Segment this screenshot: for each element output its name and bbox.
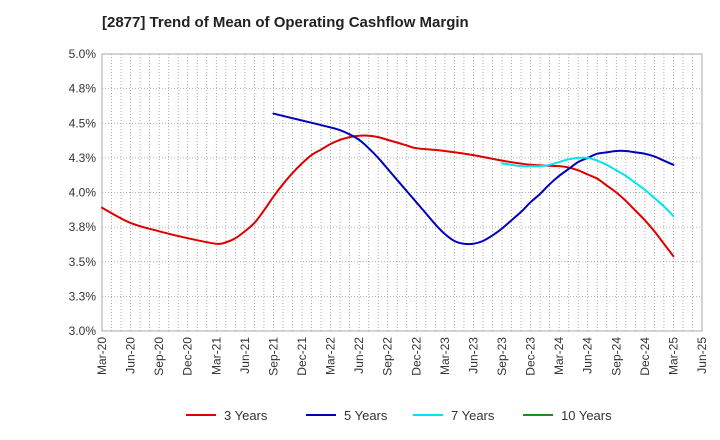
y-tick-label: 4.0% — [69, 186, 97, 200]
y-tick-label: 3.5% — [69, 255, 97, 269]
y-tick-label: 4.8% — [69, 82, 97, 96]
legend: 3 Years 5 Years 7 Years 10 Years — [186, 408, 612, 423]
y-axis-ticks: 3.0% 3.3% 3.5% 3.8% 4.0% 4.3% 4.5% 4.8% 5.0% — [69, 47, 97, 338]
x-tick-label: Mar-20 — [95, 337, 109, 375]
series-line-3-years — [101, 134, 675, 258]
series-line-5-years — [272, 112, 675, 246]
x-tick-label: Dec-24 — [638, 337, 652, 376]
legend-label: 3 Years — [224, 408, 268, 423]
x-axis-ticks: Mar-20 Jun-20 Sep-20 Dec-20 Mar-21 Jun-21 Sep-… — [95, 337, 709, 376]
y-tick-label: 3.0% — [69, 324, 97, 338]
series-line-7-years — [501, 156, 675, 218]
legend-label: 5 Years — [344, 408, 388, 423]
y-tick-label: 3.8% — [69, 220, 97, 234]
x-tick-label: Dec-20 — [181, 337, 195, 376]
legend-label: 10 Years — [561, 408, 612, 423]
x-tick-label: Sep-21 — [266, 337, 280, 376]
x-tick-label: Mar-25 — [666, 337, 680, 375]
x-tick-label: Sep-20 — [152, 337, 166, 376]
x-tick-label: Dec-23 — [524, 337, 538, 376]
y-tick-label: 4.5% — [69, 116, 97, 130]
x-tick-label: Jun-25 — [695, 337, 709, 374]
x-tick-label: Sep-23 — [495, 337, 509, 376]
x-tick-label: Mar-21 — [209, 337, 223, 375]
legend-label: 7 Years — [451, 408, 495, 423]
x-tick-label: Dec-21 — [295, 337, 309, 376]
y-tick-label: 5.0% — [69, 47, 97, 61]
x-tick-label: Jun-21 — [238, 337, 252, 374]
x-tick-label: Jun-20 — [124, 337, 138, 374]
x-tick-label: Jun-23 — [466, 337, 480, 374]
chart-title: [2877] Trend of Mean of Operating Cashfl… — [102, 14, 469, 31]
x-tick-label: Dec-22 — [409, 337, 423, 376]
x-tick-label: Sep-24 — [609, 337, 623, 376]
x-tick-label: Sep-22 — [381, 337, 395, 376]
series-lines — [101, 112, 675, 258]
y-tick-label: 4.3% — [69, 151, 97, 165]
x-tick-label: Jun-22 — [352, 337, 366, 374]
x-tick-label: Mar-23 — [438, 337, 452, 375]
grid-lines — [102, 54, 702, 331]
x-tick-label: Jun-24 — [581, 337, 595, 374]
x-tick-label: Mar-24 — [552, 337, 566, 375]
y-tick-label: 3.3% — [69, 289, 97, 303]
x-tick-label: Mar-22 — [324, 337, 338, 375]
